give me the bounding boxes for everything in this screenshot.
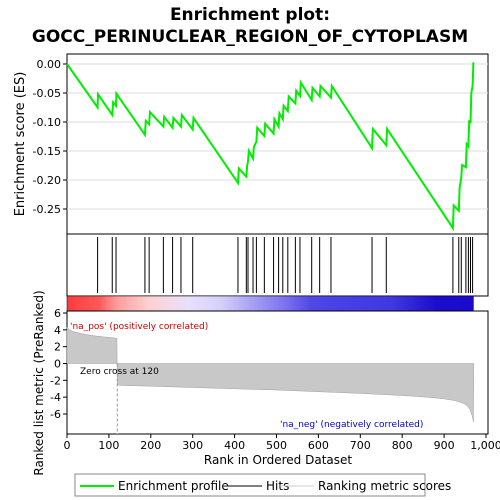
es-y-axis: 0.00 -0.05 -0.10 -0.15 -0.20 -0.25 (33, 58, 67, 216)
metric-y-tick-label: 6 (54, 307, 61, 320)
hits-panel-frame (66, 233, 489, 297)
annotation-negative: 'na_neg' (negatively correlated) (280, 420, 423, 430)
metric-y-tick-label: -6 (50, 408, 61, 421)
x-axis-label: Rank in Ordered Dataset (204, 453, 352, 467)
x-tick-label: 600 (308, 439, 329, 452)
legend-label-ranking: Ranking metric scores (318, 479, 451, 493)
x-tick-label: 200 (140, 439, 161, 452)
es-y-tick-label: -0.25 (33, 203, 61, 216)
x-tick-label: 300 (182, 439, 203, 452)
es-y-tick-label: -0.20 (33, 174, 61, 187)
enrichment-profile-line (66, 62, 475, 232)
es-y-tick-label: -0.05 (33, 87, 61, 100)
metric-y-tick-label: 0 (54, 358, 61, 371)
es-y-tick-label: -0.15 (33, 145, 61, 158)
ranking-metric-area (66, 326, 475, 423)
metric-y-tick-label: 4 (54, 324, 61, 337)
x-tick-label: 800 (392, 439, 413, 452)
x-tick-label: 100 (98, 439, 119, 452)
hits-marks (97, 237, 474, 293)
metric-y-tick-label: -2 (50, 374, 61, 387)
es-y-tick-label: -0.10 (33, 116, 61, 129)
metric-x-axis: 0 100 200 300 400 500 600 700 800 900 1,000 (64, 434, 500, 452)
metric-y-axis: 6 4 2 0 -2 -4 -6 (50, 307, 67, 421)
ranking-colorbar (66, 295, 474, 312)
x-tick-label: 1,000 (470, 439, 500, 452)
legend-box (74, 473, 426, 497)
legend-label-enrichment: Enrichment profile (118, 479, 229, 493)
x-tick-label: 0 (64, 439, 71, 452)
es-panel-frame (66, 53, 489, 235)
zero-cross-label: Zero cross at 120 (80, 367, 159, 377)
annotation-positive: 'na_pos' (positively correlated) (70, 322, 208, 332)
metric-y-tick-label: -4 (50, 391, 61, 404)
legend-label-hits: Hits (266, 479, 289, 493)
es-y-axis-label: Enrichment score (ES) (13, 72, 28, 217)
chart-title-line1: Enrichment plot: (170, 5, 330, 25)
metric-y-tick-label: 2 (54, 341, 61, 354)
x-tick-label: 500 (266, 439, 287, 452)
chart-title-line2: GOCC_PERINUCLEAR_REGION_OF_CYTOPLASM (32, 27, 468, 47)
es-y-tick-label: 0.00 (37, 58, 62, 71)
metric-y-axis-label: Ranked list metric (PreRanked) (32, 290, 46, 475)
x-tick-label: 400 (224, 439, 245, 452)
x-tick-label: 700 (350, 439, 371, 452)
x-tick-label: 900 (434, 439, 455, 452)
